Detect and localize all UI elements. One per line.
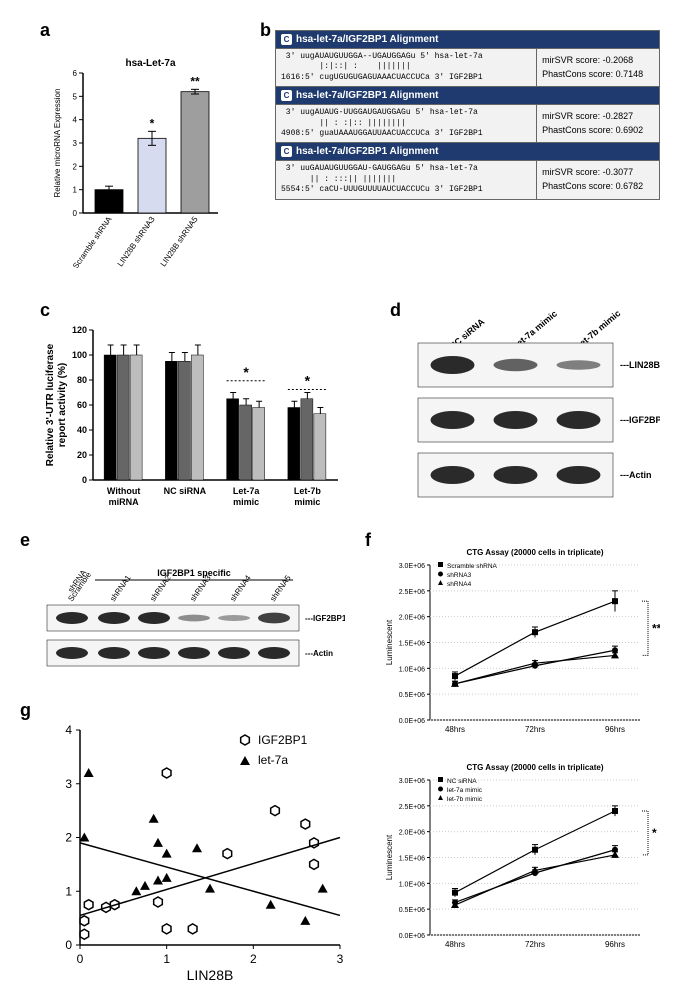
label-f: f	[365, 530, 371, 551]
panel-b-alignments: Chsa-let-7a/IGF2BP1 Alignment 3' uugAUAU…	[275, 30, 660, 200]
svg-text:---Actin: ---Actin	[620, 470, 652, 480]
svg-text:shRNA5: shRNA5	[268, 573, 293, 603]
svg-text:NC siRNA: NC siRNA	[164, 486, 207, 496]
panel-a-chart: 0 1 2 3 4 5 6 Scramble shRNA * LIN28B shRNA3 ** LIN…	[48, 28, 238, 268]
svg-text:48hrs: 48hrs	[445, 940, 465, 949]
svg-text:0: 0	[77, 952, 84, 966]
svg-text:mimic: mimic	[294, 497, 320, 507]
svg-text:0.5E+06: 0.5E+06	[399, 692, 425, 699]
svg-text:**: **	[652, 621, 660, 635]
svg-text:1.5E+06: 1.5E+06	[399, 856, 425, 863]
svg-text:Luminescent: Luminescent	[385, 619, 394, 665]
svg-text:40: 40	[77, 425, 87, 435]
svg-text:3.0E+06: 3.0E+06	[399, 778, 425, 785]
svg-text:1.5E+06: 1.5E+06	[399, 641, 425, 648]
svg-text:72hrs: 72hrs	[525, 725, 545, 734]
svg-text:2: 2	[250, 952, 257, 966]
svg-text:0: 0	[73, 209, 78, 218]
svg-text:3.0E+06: 3.0E+06	[399, 563, 425, 570]
svg-text:Scramble shRNA: Scramble shRNA	[447, 563, 498, 570]
svg-text:---Actin: ---Actin	[305, 649, 333, 658]
svg-text:72hrs: 72hrs	[525, 940, 545, 949]
svg-text:let-7a mimic: let-7a mimic	[447, 787, 483, 794]
panel-f-charts: 0.0E+06 0.5E+06 1.0E+06 1.5E+06 2.0E+06 2.5E+…	[380, 540, 660, 970]
svg-text:0: 0	[65, 938, 72, 952]
svg-text:let-7a: let-7a	[258, 753, 288, 767]
svg-text:Relative microRNA Expression: Relative microRNA Expression	[53, 89, 62, 198]
svg-text:6: 6	[73, 69, 78, 78]
svg-text:20: 20	[77, 450, 87, 460]
label-e: e	[20, 530, 30, 551]
svg-text:2.5E+06: 2.5E+06	[399, 589, 425, 596]
svg-text:48hrs: 48hrs	[445, 725, 465, 734]
svg-text:0.0E+06: 0.0E+06	[399, 718, 425, 725]
panel-c-chart: 0 20 40 60 80 100 120 WithoutmiRNA NC siRNA * Let-…	[38, 305, 358, 525]
svg-text:let-7b mimic: let-7b mimic	[447, 796, 483, 803]
svg-text:2.5E+06: 2.5E+06	[399, 804, 425, 811]
svg-text:1: 1	[73, 186, 78, 195]
svg-text:LIN28B: LIN28B	[187, 967, 234, 980]
svg-text:120: 120	[72, 325, 87, 335]
svg-text:1.0E+06: 1.0E+06	[399, 666, 425, 673]
svg-text:CTG Assay (20000 cells in trip: CTG Assay (20000 cells in triplicate)	[466, 763, 603, 772]
svg-text:96hrs: 96hrs	[605, 725, 625, 734]
svg-text:1: 1	[65, 884, 72, 898]
svg-text:Scramble shRNA: Scramble shRNA	[71, 214, 114, 268]
panel-d-blot: NC siRNALet-7a mimicLet-7b mimic---LIN28…	[400, 310, 660, 510]
svg-text:shRNA4: shRNA4	[228, 573, 253, 603]
svg-text:5: 5	[73, 92, 78, 101]
svg-text:shRNA1: shRNA1	[108, 573, 133, 603]
svg-text:---IGF2BP1: ---IGF2BP1	[305, 614, 345, 623]
svg-text:2: 2	[65, 831, 72, 845]
svg-text:shRNA4: shRNA4	[447, 581, 472, 588]
svg-text:60: 60	[77, 400, 87, 410]
svg-text:3: 3	[65, 777, 72, 791]
svg-text:*: *	[150, 116, 155, 130]
svg-text:LIN28B shRNA5: LIN28B shRNA5	[159, 215, 200, 268]
svg-text:2: 2	[73, 162, 78, 171]
svg-text:0.0E+06: 0.0E+06	[399, 933, 425, 940]
svg-text:0: 0	[82, 475, 87, 485]
svg-text:1.0E+06: 1.0E+06	[399, 881, 425, 888]
svg-text:IGF2BP1: IGF2BP1	[258, 733, 308, 747]
svg-text:miRNA: miRNA	[109, 497, 140, 507]
svg-text:3: 3	[73, 139, 78, 148]
panel-g-scatter: 0 1 2 3 4 0 1 2 3 LIN28B IGF2BP1 let-7a	[40, 710, 360, 980]
svg-text:*: *	[243, 364, 249, 380]
svg-text:---IGF2BP1: ---IGF2BP1	[620, 415, 660, 425]
svg-text:Luminescent: Luminescent	[385, 834, 394, 880]
svg-text:2.0E+06: 2.0E+06	[399, 830, 425, 837]
label-b: b	[260, 20, 271, 41]
svg-text:Relative 3'-UTR luciferase: Relative 3'-UTR luciferase	[45, 343, 56, 466]
svg-text:**: **	[190, 74, 200, 88]
svg-text:0.5E+06: 0.5E+06	[399, 907, 425, 914]
svg-text:Let-7a: Let-7a	[233, 486, 261, 496]
svg-text:4: 4	[73, 116, 78, 125]
svg-text:96hrs: 96hrs	[605, 940, 625, 949]
svg-text:Without: Without	[107, 486, 140, 496]
svg-text:NC siRNA: NC siRNA	[447, 778, 477, 785]
svg-text:mimic: mimic	[233, 497, 259, 507]
panel-e-blot: IGF2BP1 specificScrambleshRNAshRNA1shRNA…	[35, 538, 345, 688]
label-g: g	[20, 700, 31, 721]
svg-text:*: *	[305, 373, 311, 389]
svg-text:LIN28B shRNA3: LIN28B shRNA3	[116, 215, 157, 268]
svg-text:report activity (%): report activity (%)	[57, 363, 68, 447]
svg-text:3: 3	[337, 952, 344, 966]
svg-text:---LIN28B: ---LIN28B	[620, 360, 660, 370]
svg-text:80: 80	[77, 375, 87, 385]
svg-text:CTG Assay (20000 cells in trip: CTG Assay (20000 cells in triplicate)	[466, 548, 603, 557]
svg-text:1: 1	[163, 952, 170, 966]
svg-text:100: 100	[72, 350, 87, 360]
svg-text:Let-7b: Let-7b	[294, 486, 322, 496]
svg-text:shRNA3: shRNA3	[447, 572, 472, 579]
svg-text:2.0E+06: 2.0E+06	[399, 615, 425, 622]
svg-text:*: *	[652, 826, 657, 840]
svg-text:4: 4	[65, 723, 72, 737]
svg-text:hsa-Let-7a: hsa-Let-7a	[125, 58, 175, 69]
